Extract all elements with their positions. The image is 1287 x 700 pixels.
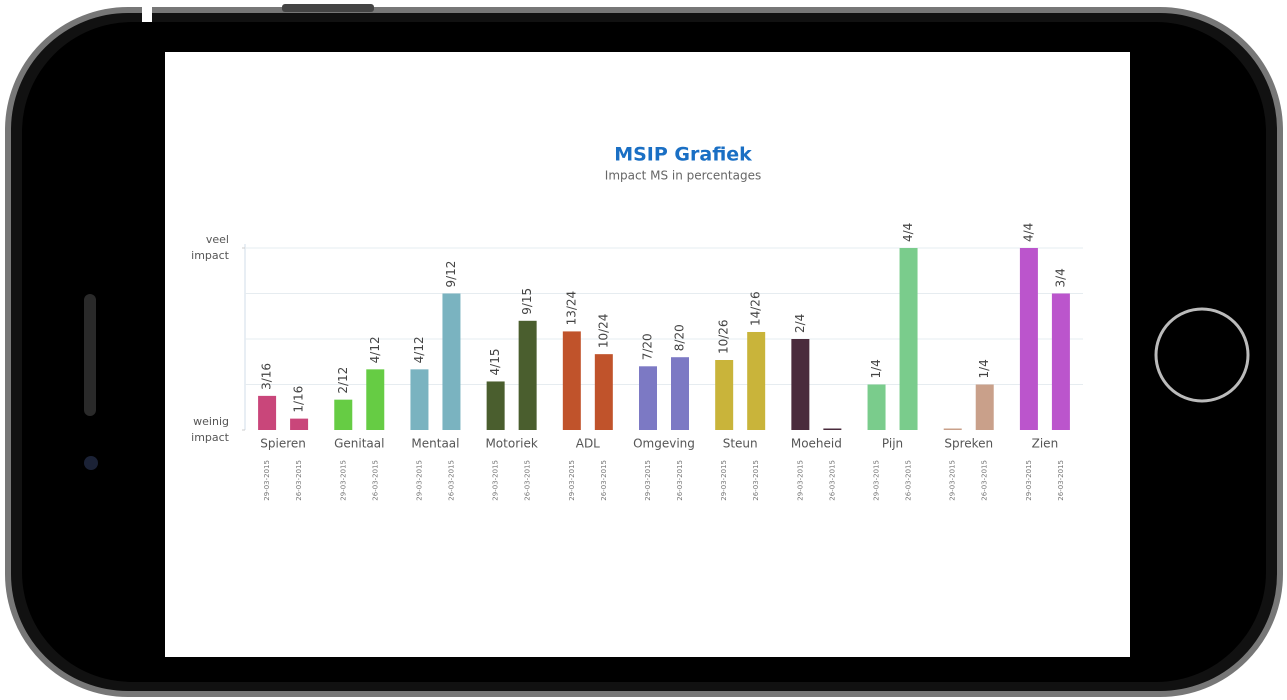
bar bbox=[791, 339, 809, 430]
bar bbox=[519, 321, 537, 430]
x-tick-label: Spieren bbox=[260, 437, 306, 451]
series-date-label: 26-03-2015 bbox=[828, 460, 836, 501]
series-date-label: 26-03-2015 bbox=[981, 460, 989, 501]
chart-title: MSIP Grafiek bbox=[614, 144, 752, 166]
value-label: 14/26 bbox=[749, 291, 763, 326]
value-label: 3/4 bbox=[1053, 268, 1067, 287]
value-label: 4/4 bbox=[901, 223, 915, 242]
bar bbox=[671, 357, 689, 430]
series-date-label: 29-03-2015 bbox=[796, 460, 804, 501]
y-tick-label: veel impact bbox=[179, 232, 229, 264]
y-tick-label: weinig impact bbox=[179, 414, 229, 446]
bar bbox=[334, 400, 352, 430]
series-date-label: 29-03-2015 bbox=[720, 460, 728, 501]
bar bbox=[366, 369, 384, 430]
x-tick-label: Genitaal bbox=[334, 437, 384, 451]
series-date-label: 29-03-2015 bbox=[1025, 460, 1033, 501]
bar bbox=[747, 332, 765, 430]
value-label: 2/4 bbox=[793, 314, 807, 333]
series-date-label: 26-03-2015 bbox=[752, 460, 760, 501]
value-label: 4/12 bbox=[412, 336, 426, 363]
x-tick-label: Motoriek bbox=[485, 437, 537, 451]
bar bbox=[976, 385, 994, 431]
value-label: 9/12 bbox=[444, 261, 458, 288]
x-tick-label: Steun bbox=[723, 437, 758, 451]
series-date-label: 29-03-2015 bbox=[339, 460, 347, 501]
bar bbox=[410, 369, 428, 430]
x-tick-label: Omgeving bbox=[633, 437, 695, 451]
value-label: 8/20 bbox=[673, 324, 687, 351]
bar bbox=[1020, 248, 1038, 430]
x-tick-label: Zien bbox=[1032, 437, 1059, 451]
bar bbox=[823, 429, 841, 431]
value-label: 2/12 bbox=[336, 367, 350, 394]
phone-speaker bbox=[84, 294, 96, 416]
bar bbox=[595, 354, 613, 430]
series-date-label: 26-03-2015 bbox=[371, 460, 379, 501]
bar bbox=[944, 429, 962, 431]
series-date-label: 29-03-2015 bbox=[949, 460, 957, 501]
series-date-label: 26-03-2015 bbox=[600, 460, 608, 501]
x-tick-label: Spreken bbox=[944, 437, 993, 451]
value-label: 4/4 bbox=[1021, 223, 1035, 242]
value-label: 9/15 bbox=[520, 288, 534, 315]
bar bbox=[290, 419, 308, 430]
series-date-label: 29-03-2015 bbox=[263, 460, 271, 501]
value-label: 1/4 bbox=[977, 359, 991, 378]
value-label: 1/16 bbox=[292, 386, 306, 413]
bar bbox=[442, 294, 460, 431]
bar bbox=[1052, 294, 1070, 431]
value-label: 13/24 bbox=[564, 291, 578, 326]
bar bbox=[715, 360, 733, 430]
chart-subtitle: Impact MS in percentages bbox=[605, 169, 761, 183]
value-label: 4/15 bbox=[488, 349, 502, 376]
x-tick-label: Mentaal bbox=[411, 437, 459, 451]
phone-button bbox=[282, 4, 374, 12]
phone-screenshot: MSIP Grafiek Impact MS in percentages Sp… bbox=[0, 0, 1287, 700]
series-date-label: 26-03-2015 bbox=[1057, 460, 1065, 501]
value-label: 10/26 bbox=[717, 319, 731, 354]
series-date-label: 26-03-2015 bbox=[524, 460, 532, 501]
series-date-label: 29-03-2015 bbox=[568, 460, 576, 501]
bar bbox=[868, 385, 886, 431]
series-date-label: 29-03-2015 bbox=[492, 460, 500, 501]
value-label: 4/12 bbox=[368, 336, 382, 363]
home-button[interactable] bbox=[1156, 309, 1248, 401]
value-label: 7/20 bbox=[641, 333, 655, 360]
value-label: 10/24 bbox=[596, 314, 610, 349]
phone-notch bbox=[142, 6, 152, 22]
series-date-label: 29-03-2015 bbox=[415, 460, 423, 501]
series-date-label: 26-03-2015 bbox=[295, 460, 303, 501]
series-date-label: 29-03-2015 bbox=[644, 460, 652, 501]
x-tick-label: Moeheid bbox=[791, 437, 842, 451]
series-date-label: 26-03-2015 bbox=[676, 460, 684, 501]
chart: MSIP Grafiek Impact MS in percentages Sp… bbox=[0, 0, 1287, 700]
bar bbox=[563, 331, 581, 430]
x-tick-label: Pijn bbox=[882, 437, 903, 451]
series-date-label: 29-03-2015 bbox=[873, 460, 881, 501]
bar bbox=[900, 248, 918, 430]
series-date-label: 26-03-2015 bbox=[905, 460, 913, 501]
series-date-label: 26-03-2015 bbox=[447, 460, 455, 501]
x-tick-label: ADL bbox=[576, 437, 600, 451]
phone-camera bbox=[84, 456, 98, 470]
bar bbox=[487, 381, 505, 430]
value-label: 1/4 bbox=[869, 359, 883, 378]
value-label: 3/16 bbox=[260, 363, 274, 390]
bar bbox=[639, 366, 657, 430]
bar bbox=[258, 396, 276, 430]
